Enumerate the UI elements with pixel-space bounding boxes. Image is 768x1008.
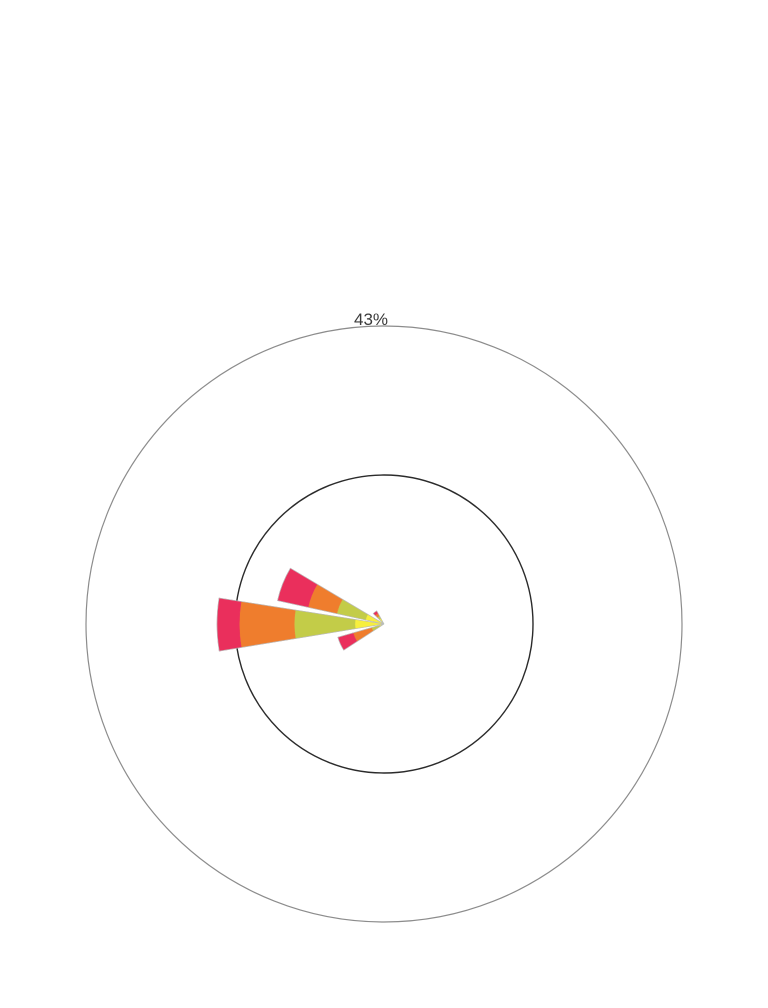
svg-text:43%: 43% <box>354 310 388 329</box>
